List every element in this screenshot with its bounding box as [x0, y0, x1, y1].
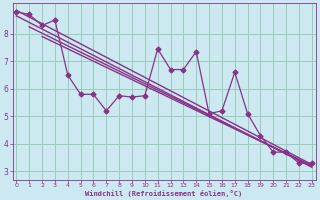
X-axis label: Windchill (Refroidissement éolien,°C): Windchill (Refroidissement éolien,°C)	[85, 190, 243, 197]
